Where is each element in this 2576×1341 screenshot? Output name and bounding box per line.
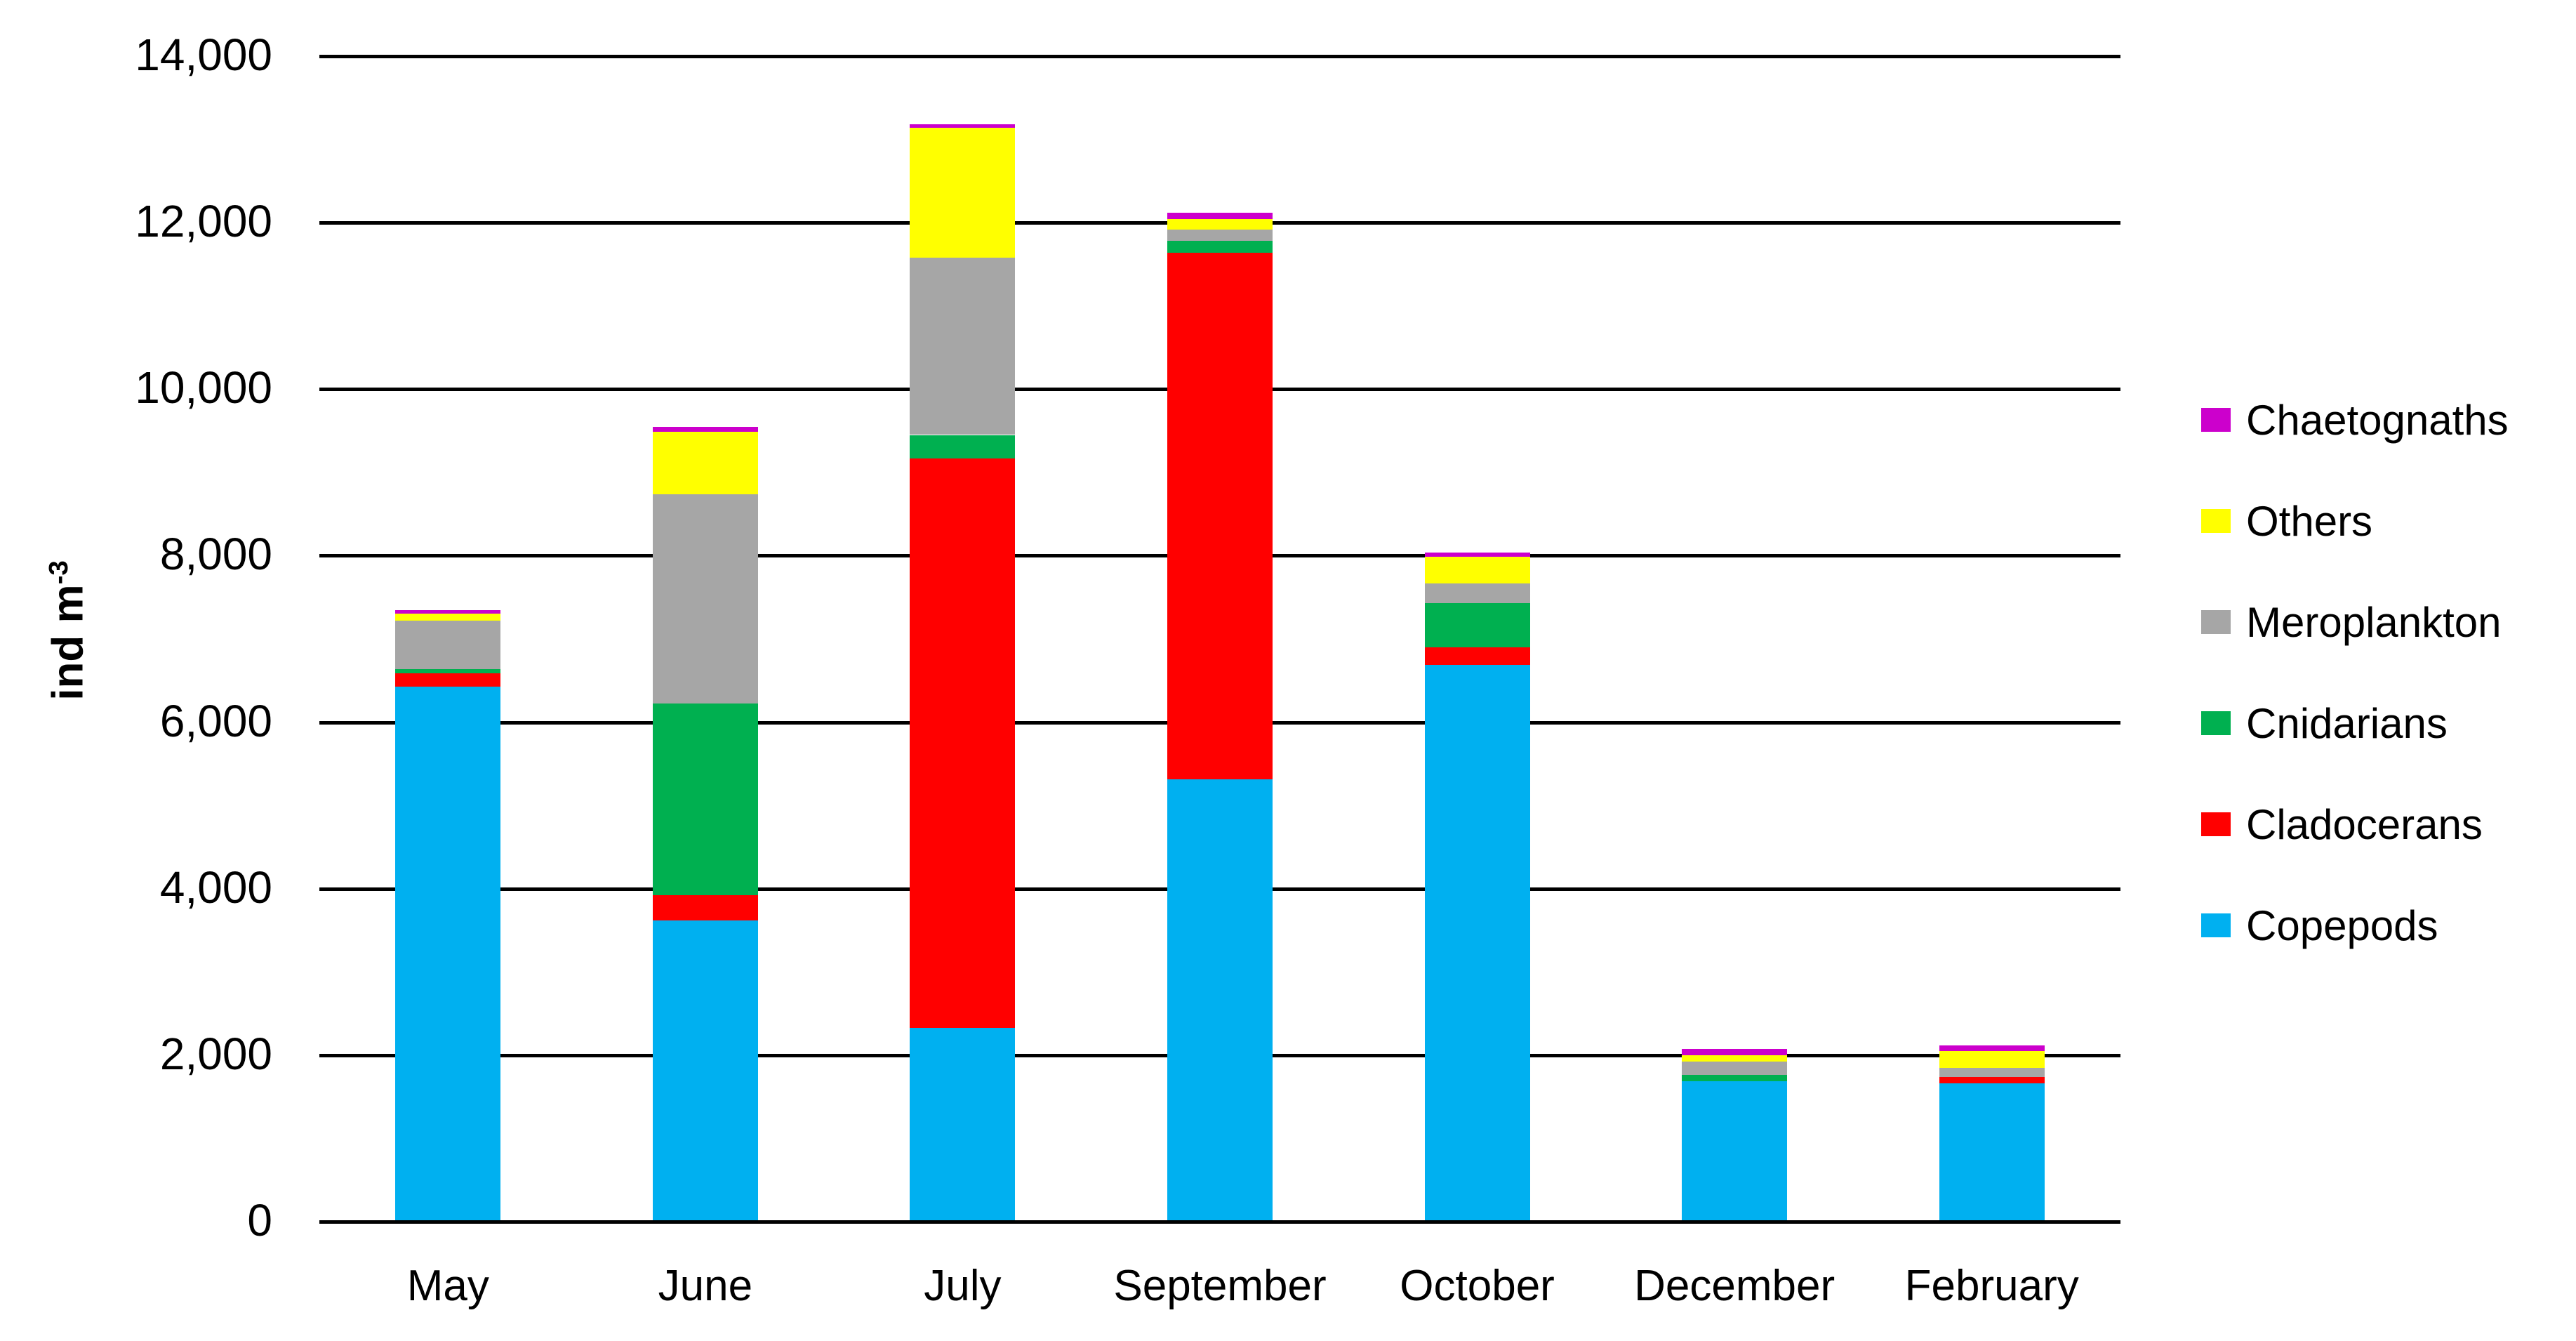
legend-swatch-others <box>2201 509 2231 533</box>
bar-segment-others-september <box>1167 219 1273 230</box>
y-tick-label-8-000: 8,000 <box>159 529 272 580</box>
bar-segment-meroplankton-may <box>395 620 501 669</box>
bar-segment-copepods-may <box>395 686 501 1222</box>
bar-segment-cladocerans-september <box>1167 252 1273 780</box>
legend-swatch-chaetognaths <box>2201 408 2231 432</box>
bar-segment-cnidarians-july <box>910 435 1016 458</box>
x-tick-label-december: December <box>1634 1262 1835 1310</box>
bar-segment-copepods-july <box>910 1027 1016 1222</box>
y-axis-title-text: ind m <box>44 584 93 701</box>
bar-segment-meroplankton-july <box>910 257 1016 435</box>
bar-segment-copepods-december <box>1682 1081 1788 1222</box>
bar-segment-cnidarians-december <box>1682 1074 1788 1081</box>
legend-swatch-meroplankton <box>2201 610 2231 634</box>
y-tick-label-12-000: 12,000 <box>135 196 272 247</box>
bar-segment-cnidarians-september <box>1167 241 1273 253</box>
bar-segment-copepods-february <box>1939 1083 2045 1222</box>
y-tick-label-14-000: 14,000 <box>135 29 272 80</box>
bar-segment-meroplankton-june <box>652 494 758 704</box>
x-tick-label-october: October <box>1400 1262 1555 1310</box>
bar-segment-copepods-june <box>652 920 758 1222</box>
bar-segment-chaetognaths-february <box>1939 1045 2045 1051</box>
legend-item-chaetognaths: Chaetognaths <box>2201 396 2509 444</box>
legend-label-chaetognaths: Chaetognaths <box>2246 396 2509 444</box>
bar-segment-copepods-october <box>1424 664 1530 1222</box>
x-tick-label-june: June <box>658 1262 753 1310</box>
legend-label-cnidarians: Cnidarians <box>2246 699 2448 747</box>
bar-segment-cladocerans-june <box>652 895 758 920</box>
y-tick-label-2-000: 2,000 <box>159 1028 272 1079</box>
x-tick-label-may: May <box>406 1262 489 1310</box>
bar-segment-chaetognaths-july <box>910 124 1016 128</box>
bar-segment-cnidarians-june <box>652 703 758 896</box>
bar-segment-cladocerans-july <box>910 458 1016 1028</box>
bar-segment-meroplankton-december <box>1682 1061 1788 1075</box>
bar-segment-others-february <box>1939 1050 2045 1069</box>
bar-segment-copepods-september <box>1167 779 1273 1222</box>
x-tick-label-february: February <box>1904 1262 2079 1310</box>
bar-segment-chaetognaths-june <box>652 427 758 432</box>
bar-segment-cladocerans-october <box>1424 647 1530 665</box>
bar-segment-others-may <box>395 613 501 621</box>
bar-segment-chaetognaths-october <box>1424 552 1530 557</box>
bar-segment-others-october <box>1424 556 1530 583</box>
gridline-14000 <box>319 55 2120 58</box>
legend-label-others: Others <box>2246 497 2373 545</box>
legend-item-meroplankton: Meroplankton <box>2201 598 2502 646</box>
bar-segment-others-december <box>1682 1055 1788 1062</box>
y-tick-label-6-000: 6,000 <box>159 695 272 746</box>
bar-segment-chaetognaths-may <box>395 610 501 614</box>
bar-segment-cnidarians-may <box>395 668 501 673</box>
bar-segment-cladocerans-may <box>395 673 501 687</box>
legend-swatch-copepods <box>2201 913 2231 937</box>
legend-swatch-cnidarians <box>2201 711 2231 735</box>
x-tick-label-july: July <box>924 1262 1002 1310</box>
x-tick-label-september: September <box>1113 1262 1327 1310</box>
bar-segment-cladocerans-february <box>1939 1076 2045 1084</box>
legend-label-copepods: Copepods <box>2246 901 2438 949</box>
y-tick-label-0: 0 <box>247 1195 272 1246</box>
legend-item-copepods: Copepods <box>2201 901 2438 949</box>
legend-item-cladocerans: Cladocerans <box>2201 800 2483 848</box>
bar-segment-chaetognaths-december <box>1682 1048 1788 1056</box>
legend-item-others: Others <box>2201 497 2373 545</box>
y-tick-label-10-000: 10,000 <box>135 362 272 414</box>
bar-segment-cnidarians-october <box>1424 603 1530 647</box>
y-tick-label-4-000: 4,000 <box>159 861 272 913</box>
x-axis-line <box>319 1220 2120 1224</box>
bar-segment-others-july <box>910 127 1016 258</box>
bar-segment-meroplankton-october <box>1424 583 1530 603</box>
legend-item-cnidarians: Cnidarians <box>2201 699 2448 747</box>
bar-segment-meroplankton-february <box>1939 1068 2045 1077</box>
legend-swatch-cladocerans <box>2201 812 2231 836</box>
legend-label-meroplankton: Meroplankton <box>2246 598 2502 646</box>
bar-segment-meroplankton-september <box>1167 229 1273 242</box>
bar-segment-chaetognaths-september <box>1167 212 1273 220</box>
bar-segment-others-june <box>652 431 758 494</box>
legend-label-cladocerans: Cladocerans <box>2246 800 2483 848</box>
